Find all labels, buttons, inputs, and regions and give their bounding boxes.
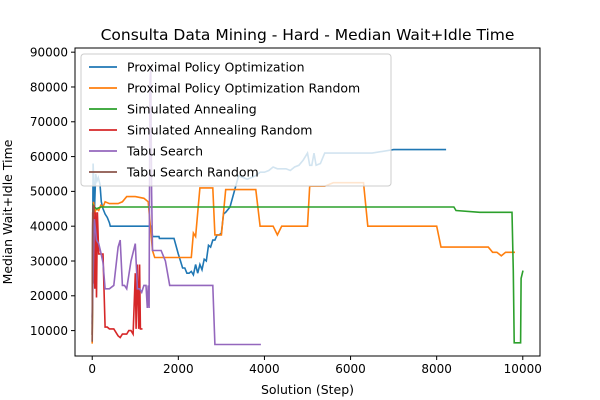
- y-tick-label: 20000: [30, 289, 68, 303]
- series-line-2: [91, 181, 516, 344]
- legend-label-4: Simulated Annealing Random: [127, 123, 312, 138]
- series-line-5: [91, 66, 261, 346]
- legend-label-6: Tabu Search Random: [126, 165, 259, 180]
- x-tick-label: 4000: [249, 362, 280, 376]
- y-tick-label: 60000: [30, 150, 68, 164]
- y-tick-label: 30000: [30, 254, 68, 268]
- legend-label-3: Simulated Annealing: [127, 102, 257, 117]
- chart-title: Consulta Data Mining - Hard - Median Wai…: [101, 26, 515, 44]
- y-tick-label: 80000: [30, 80, 68, 94]
- legend-label-1: Proximal Policy Optimization: [127, 60, 305, 75]
- plot-frame: [74, 47, 541, 357]
- y-tick-label: 70000: [30, 115, 68, 129]
- y-axis-label: Median Wait+Idle Time: [0, 139, 15, 284]
- series-line-6: [91, 205, 95, 342]
- legend-box: [80, 53, 392, 187]
- legend-label-2: Proximal Policy Optimization Random: [127, 81, 360, 96]
- x-axis-label: Solution (Step): [261, 382, 354, 397]
- x-tick-label: 6000: [335, 362, 366, 376]
- series-line-4: [91, 205, 143, 339]
- x-tick-label: 10000: [504, 362, 542, 376]
- y-tick-label: 40000: [30, 219, 68, 233]
- x-tick-label: 0: [88, 362, 96, 376]
- legend-label-5: Tabu Search: [126, 144, 203, 159]
- y-tick-label: 90000: [30, 45, 68, 59]
- x-tick-label: 8000: [421, 362, 452, 376]
- y-tick-label: 50000: [30, 185, 68, 199]
- x-tick-label: 2000: [163, 362, 194, 376]
- legend: Proximal Policy Optimization Proximal Pol…: [80, 53, 392, 187]
- series-line-3: [91, 202, 524, 344]
- y-tick-label: 10000: [30, 324, 68, 338]
- axes-layer: 0 2000 4000 6000 8000 10000 10000 20000 30000 400…: [30, 45, 542, 376]
